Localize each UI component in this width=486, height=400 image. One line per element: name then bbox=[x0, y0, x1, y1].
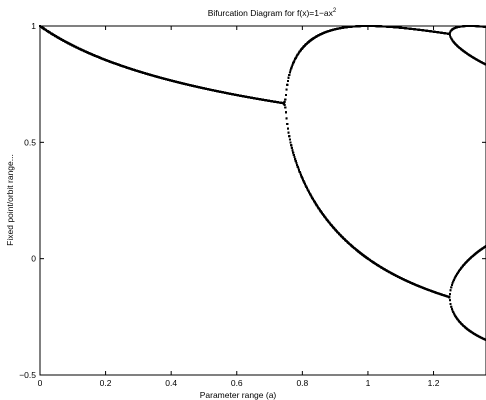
y-axis-label: Fixed point/orbit range... bbox=[5, 154, 15, 246]
chart-title-text: Bifurcation Diagram for f(x)=1−ax bbox=[208, 8, 334, 18]
x-tick-label: 0.8 bbox=[296, 378, 308, 388]
y-tick-label: −0.5 bbox=[19, 370, 36, 380]
axis-ticks: 0 0.2 0.4 0.6 0.8 1 1.2−0.500.51 bbox=[19, 21, 486, 388]
chart-title-superscript: 2 bbox=[333, 8, 337, 14]
x-tick-label: 1.2 bbox=[428, 378, 440, 388]
x-axis-label: Parameter range (a) bbox=[200, 390, 277, 400]
y-tick-label: 1 bbox=[31, 21, 36, 31]
x-tick-label: 0.2 bbox=[100, 378, 112, 388]
x-tick-label: 1 bbox=[366, 378, 371, 388]
chart-title: Bifurcation Diagram for f(x)=1−ax2 bbox=[208, 8, 337, 18]
data-points bbox=[39, 25, 486, 341]
y-tick-label: 0 bbox=[31, 254, 36, 264]
x-tick-label: 0.6 bbox=[231, 378, 243, 388]
x-tick-label: 0 bbox=[38, 378, 43, 388]
x-tick-label: 0.4 bbox=[165, 378, 177, 388]
y-tick-label: 0.5 bbox=[24, 137, 36, 147]
